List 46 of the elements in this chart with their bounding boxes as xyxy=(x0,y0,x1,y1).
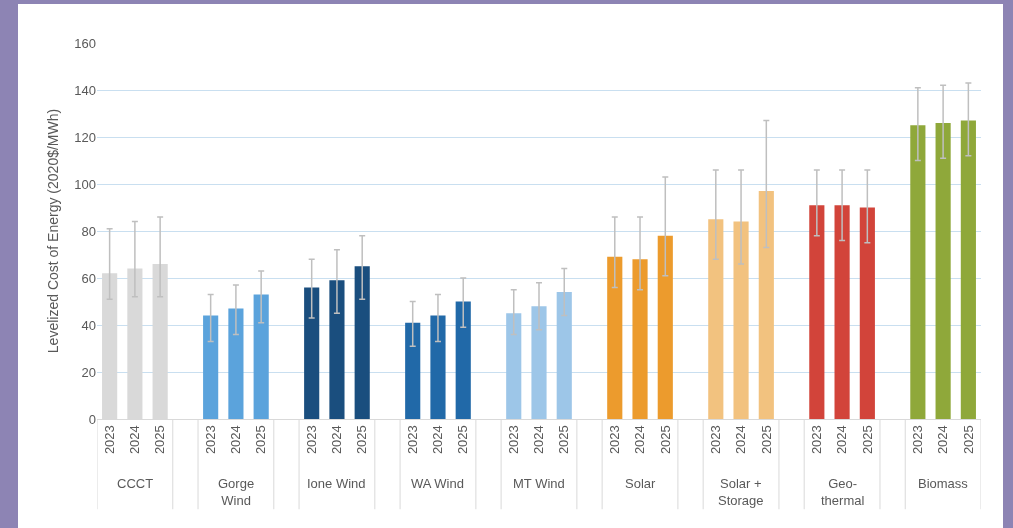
x-tick-label: 2024 xyxy=(834,425,850,455)
x-tick-label: 2023 xyxy=(708,425,724,455)
x-tick-label: 2024 xyxy=(430,425,446,455)
y-tick-label: 120 xyxy=(74,129,96,145)
x-tick-label: 2024 xyxy=(127,425,143,455)
text: Ione Wind xyxy=(307,476,366,491)
y-tick-label: 60 xyxy=(81,270,96,286)
text: Solar + Storage xyxy=(718,476,764,508)
x-tick-label: 2023 xyxy=(101,425,117,455)
x-tick-label: 2025 xyxy=(556,425,572,455)
x-tick-label: 2025 xyxy=(859,425,875,455)
x-tick-label: 2024 xyxy=(935,425,951,455)
x-tick-label: 2025 xyxy=(960,425,976,455)
x-tick-label: 2023 xyxy=(202,425,218,455)
x-tick-label: 2024 xyxy=(733,425,749,455)
x-tick-label: 2025 xyxy=(657,425,673,455)
x-tick-label: 2025 xyxy=(354,425,370,455)
y-tick-label: 160 xyxy=(74,35,96,51)
text: Gorge Wind xyxy=(218,476,255,508)
x-tick-label: 2023 xyxy=(303,425,319,455)
y-tick-label: 20 xyxy=(81,364,96,380)
text: Geo- thermal xyxy=(821,476,865,508)
y-axis-title: Levelized Cost of Energy (2020$/MWh) xyxy=(44,108,61,354)
y-tick-label: 80 xyxy=(81,223,96,239)
y-tick-label: 140 xyxy=(74,82,96,98)
x-tick-label: 2023 xyxy=(606,425,622,455)
x-tick-label: 2024 xyxy=(228,425,244,455)
x-tick-label: 2025 xyxy=(253,425,269,455)
x-tick-label: 2023 xyxy=(505,425,521,455)
x-tick-label: 2025 xyxy=(455,425,471,455)
x-tick-label: 2025 xyxy=(758,425,774,455)
text: WA Wind xyxy=(411,476,464,491)
text: Solar xyxy=(625,476,657,491)
x-tick-label: 2023 xyxy=(404,425,420,455)
y-tick-label: 100 xyxy=(74,176,96,192)
x-tick-label: 2024 xyxy=(329,425,345,455)
x-tick-label: 2023 xyxy=(910,425,926,455)
y-tick-label: 0 xyxy=(88,411,96,427)
text: CCCT xyxy=(117,476,154,491)
x-tick-label: 2024 xyxy=(632,425,648,455)
x-tick-label: 2025 xyxy=(152,425,168,455)
x-tick-label: 2023 xyxy=(809,425,825,455)
text: MT Wind xyxy=(513,476,565,491)
y-tick-label: 40 xyxy=(81,317,96,333)
text: Biomass xyxy=(918,476,969,491)
x-tick-label: 2024 xyxy=(531,425,547,455)
